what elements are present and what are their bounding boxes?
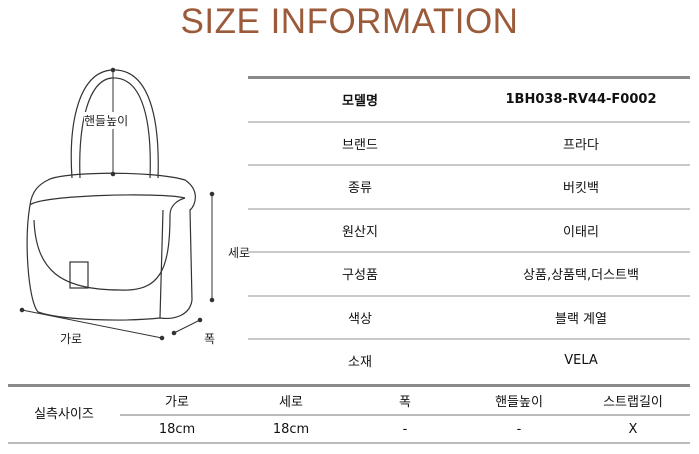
size-header-row: 가로 세로 폭 핸들높이 스트랩길이 [120, 387, 690, 416]
size-value: 18cm [158, 422, 196, 437]
spec-row-contents: 구성품 상품,상품택,더스트백 [248, 253, 690, 297]
spec-table: 모델명 1BH038-RV44-F0002 브랜드 프라다 종류 버킷백 원산지 이태리… [248, 76, 690, 382]
size-value: 18cm [272, 422, 310, 437]
spec-value: 프라다 [563, 137, 599, 153]
size-header: 핸들높이 [495, 395, 543, 410]
spec-label: 구성품 [342, 268, 378, 284]
spec-label: 색상 [348, 311, 372, 327]
width-label: 가로 [60, 332, 83, 346]
spec-row-type: 종류 버킷백 [248, 166, 690, 210]
size-value-row: 18cm 18cm - - X [120, 416, 690, 443]
spec-label: 소재 [348, 355, 372, 371]
spec-row-origin: 원산지 이태리 [248, 210, 690, 253]
page-title: SIZE INFORMATION [180, 2, 519, 41]
spec-row-model: 모델명 1BH038-RV44-F0002 [248, 79, 690, 123]
handle-height-label: 핸들높이 [84, 112, 129, 129]
spec-value: 1BH038-RV44-F0002 [505, 92, 657, 108]
spec-label: 모델명 [342, 94, 378, 110]
size-header: 가로 [165, 395, 189, 410]
spec-row-brand: 브랜드 프라다 [248, 123, 690, 166]
height-label: 세로 [228, 246, 251, 260]
spec-value: VELA [564, 353, 598, 369]
size-table: 실측사이즈 가로 세로 폭 핸들높이 스트랩길이 18cm 18cm - - X [8, 384, 690, 444]
spec-label: 브랜드 [342, 137, 378, 153]
depth-label: 폭 [204, 332, 216, 346]
size-header: 세로 [279, 395, 303, 410]
spec-value: 이태리 [563, 224, 599, 240]
size-label: 실측사이즈 [34, 407, 94, 422]
size-header: 폭 [399, 395, 411, 410]
size-value: X [628, 422, 638, 437]
bag-illustration [19, 67, 215, 341]
size-header: 스트랩길이 [603, 395, 663, 410]
size-value: - [402, 422, 408, 437]
spec-row-color: 색상 블랙 계열 [248, 297, 690, 340]
spec-value: 블랙 계열 [555, 311, 607, 327]
size-value: - [516, 422, 522, 437]
spec-value: 버킷백 [563, 181, 599, 197]
spec-row-material: 소재 VELA [248, 340, 690, 382]
spec-value: 상품,상품택,더스트백 [523, 268, 639, 284]
spec-label: 종류 [348, 181, 372, 197]
spec-label: 원산지 [342, 224, 378, 240]
